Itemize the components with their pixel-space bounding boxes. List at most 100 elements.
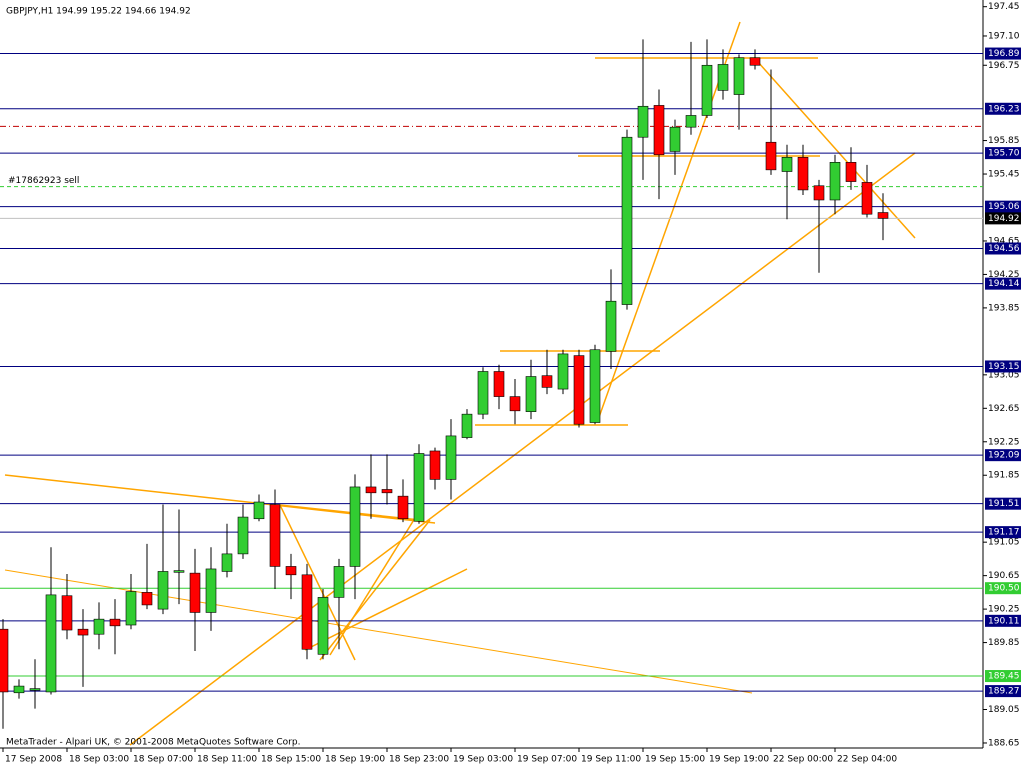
level-label-box <box>985 242 1021 255</box>
candle-body <box>77 628 89 636</box>
level-label: 189.45 <box>988 672 1020 682</box>
candle-body <box>589 349 601 423</box>
x-tick-label: 19 Sep 03:00 <box>453 755 513 765</box>
candle-body <box>701 64 713 116</box>
candle-body <box>205 568 217 613</box>
level-label-box <box>985 670 1021 683</box>
y-tick-label: 193.85 <box>988 303 1020 313</box>
x-tick-label: 18 Sep 07:00 <box>133 755 193 765</box>
candle-body <box>509 396 521 412</box>
x-tick-label: 18 Sep 03:00 <box>69 755 129 765</box>
candle-body <box>525 376 537 412</box>
level-label: 195.06 <box>988 202 1020 212</box>
candle-body <box>61 595 73 631</box>
y-tick-label: 195.45 <box>988 170 1020 180</box>
candle-body <box>45 594 57 693</box>
candle-body <box>125 591 137 626</box>
candle-body <box>221 553 233 572</box>
candle-body <box>845 162 857 182</box>
candle-body <box>269 504 281 567</box>
level-label-box <box>985 685 1021 698</box>
level-label-box <box>985 200 1021 213</box>
candle-body <box>861 182 873 215</box>
x-tick-label: 19 Sep 07:00 <box>517 755 577 765</box>
bid-label-box <box>985 212 1021 225</box>
candle-body <box>285 566 297 576</box>
candle-body <box>685 115 697 128</box>
candle-body <box>317 597 329 655</box>
plot-area <box>0 0 983 748</box>
level-label: 192.09 <box>988 451 1020 461</box>
level-label-box <box>985 147 1021 160</box>
y-tick-label: 194.25 <box>988 270 1020 280</box>
level-label-box <box>985 47 1021 60</box>
level-label-box <box>985 360 1021 373</box>
y-tick-label: 189.05 <box>988 705 1020 715</box>
x-tick-label: 18 Sep 15:00 <box>261 755 321 765</box>
candle-body <box>493 371 505 397</box>
x-tick-label: 22 Sep 04:00 <box>837 755 897 765</box>
level-label: 191.51 <box>988 499 1020 509</box>
candle-body <box>0 628 9 693</box>
chart-title: GBPJPY,H1 194.99 195.22 194.66 194.92 <box>6 7 191 17</box>
candle-body <box>781 156 793 172</box>
level-label: 191.17 <box>988 528 1020 538</box>
candle-body <box>365 486 377 494</box>
x-tick-label: 22 Sep 00:00 <box>773 755 833 765</box>
level-label-box <box>985 497 1021 510</box>
candle-body <box>397 495 409 520</box>
x-tick-label: 19 Sep 15:00 <box>645 755 705 765</box>
y-tick-label: 195.85 <box>988 136 1020 146</box>
candle-body <box>573 355 585 425</box>
candle-body <box>669 126 681 152</box>
candle-body <box>157 571 169 610</box>
candle-body <box>813 185 825 201</box>
x-tick-label: 19 Sep 19:00 <box>709 755 769 765</box>
y-tick-label: 191.05 <box>988 538 1020 548</box>
y-tick-label: 190.65 <box>988 571 1020 581</box>
level-label: 190.50 <box>988 584 1020 594</box>
y-tick-label: 193.05 <box>988 370 1020 380</box>
candle-body <box>557 353 569 390</box>
candle-body <box>93 618 105 635</box>
candle-body <box>829 162 841 201</box>
x-tick-label: 18 Sep 11:00 <box>197 755 257 765</box>
y-tick-label: 190.25 <box>988 605 1020 615</box>
candle-body <box>733 57 745 95</box>
candle-body <box>301 574 313 650</box>
x-tick-label: 18 Sep 23:00 <box>389 755 449 765</box>
y-tick-label: 192.25 <box>988 437 1020 447</box>
x-tick-label: 18 Sep 19:00 <box>325 755 385 765</box>
candle-body <box>189 572 201 613</box>
candle-body <box>349 486 361 567</box>
order-label: #17862923 sell <box>8 176 79 186</box>
level-label: 196.89 <box>988 49 1020 59</box>
candle-body <box>445 435 457 480</box>
candle-body <box>29 688 41 691</box>
candle-body <box>749 57 761 66</box>
y-tick-label: 197.10 <box>988 31 1020 41</box>
candle-body <box>253 501 265 520</box>
candle-body <box>797 156 809 191</box>
level-label: 194.14 <box>988 279 1020 289</box>
y-tick-label: 196.75 <box>988 61 1020 71</box>
level-label: 194.56 <box>988 244 1020 254</box>
y-tick-label: 192.65 <box>988 404 1020 414</box>
candle-body <box>141 592 153 606</box>
level-label-box <box>985 526 1021 539</box>
bid-label: 194.92 <box>988 214 1020 224</box>
candle-body <box>541 375 553 388</box>
candle-body <box>13 685 25 694</box>
level-label: 189.27 <box>988 687 1020 697</box>
level-label-box <box>985 614 1021 627</box>
y-tick-label: 188.65 <box>988 738 1020 748</box>
candle-body <box>429 450 441 480</box>
candle-body <box>173 570 185 573</box>
footer: MetaTrader - Alpari UK, © 2001-2008 Meta… <box>6 738 300 748</box>
level-label-box <box>985 582 1021 595</box>
level-label: 190.11 <box>988 616 1020 626</box>
candle-body <box>237 516 249 555</box>
level-label: 195.70 <box>988 149 1020 159</box>
candle-body <box>333 566 345 598</box>
